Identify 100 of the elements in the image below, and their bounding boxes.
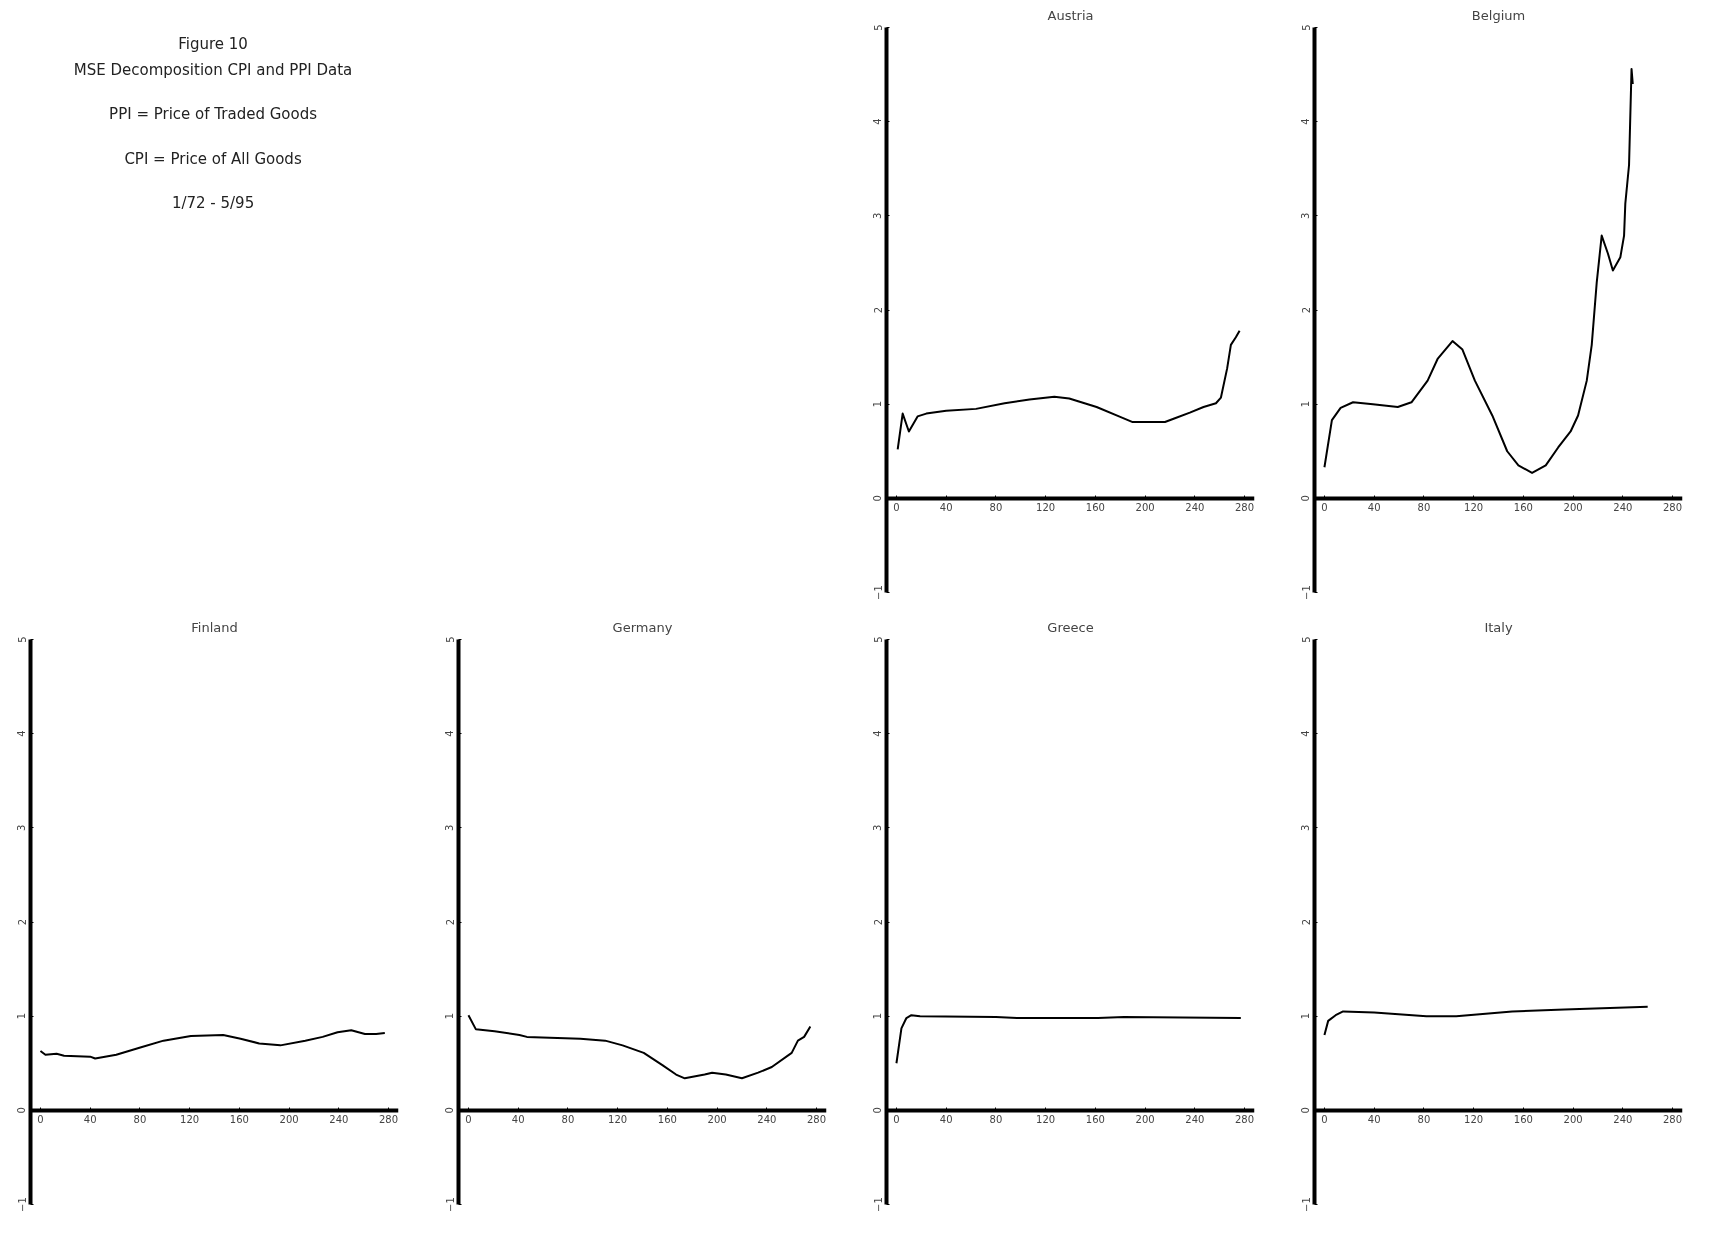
x-tick-label: 0 xyxy=(37,1114,44,1126)
y-tick-label: 5 xyxy=(16,636,28,643)
x-tick-label: 120 xyxy=(1464,502,1484,514)
x-tick-label: 120 xyxy=(608,1114,628,1126)
y-tick-label: −1 xyxy=(872,1197,884,1212)
x-tick-label: 0 xyxy=(1321,502,1328,514)
y-tick-label: 5 xyxy=(1300,24,1312,31)
x-tick-label: 40 xyxy=(511,1114,525,1126)
x-tick-label: 240 xyxy=(329,1114,349,1126)
y-tick-label: 2 xyxy=(872,306,884,314)
chart-title: Finland xyxy=(191,619,238,635)
y-tick-label: 1 xyxy=(16,1012,28,1020)
x-tick-label: 0 xyxy=(893,502,900,514)
chart-title: Germany xyxy=(612,619,673,635)
line-series xyxy=(896,329,1241,451)
x-tick-label: 40 xyxy=(1367,502,1381,514)
x-tick-label: 40 xyxy=(939,1114,953,1126)
y-tick-label: 4 xyxy=(1300,118,1312,125)
y-tick-label: −1 xyxy=(1300,585,1312,600)
x-tick-label: 120 xyxy=(1036,1114,1056,1126)
y-tick-label: 0 xyxy=(444,1107,456,1114)
y-tick-label: −1 xyxy=(16,1197,28,1212)
x-tick-label: 80 xyxy=(133,1114,147,1126)
y-tick-label: 1 xyxy=(1300,400,1312,408)
line-series xyxy=(1323,67,1634,474)
chart-title: Italy xyxy=(1484,619,1513,635)
x-tick-label: 160 xyxy=(1085,1114,1105,1126)
y-tick-label: 0 xyxy=(872,1107,884,1114)
x-tick-label: 80 xyxy=(989,502,1003,514)
line-series xyxy=(467,1014,812,1080)
x-tick-label: 40 xyxy=(939,502,953,514)
x-tick-label: 280 xyxy=(379,1114,399,1126)
line-series xyxy=(39,1029,386,1060)
text: CPI = Price of All Goods xyxy=(124,149,302,168)
y-tick-label: 5 xyxy=(872,636,884,643)
y-tick-label: 2 xyxy=(1300,306,1312,314)
y-tick-label: 4 xyxy=(872,730,884,737)
line-series xyxy=(895,1014,1242,1065)
x-tick-label: 80 xyxy=(1417,1114,1431,1126)
y-tick-label: 2 xyxy=(444,918,456,926)
x-tick-label: 280 xyxy=(807,1114,827,1126)
text: MSE Decomposition CPI and PPI Data xyxy=(73,60,353,79)
y-tick-label: 0 xyxy=(872,495,884,502)
y-tick-label: 0 xyxy=(1300,1107,1312,1114)
x-tick-label: 160 xyxy=(1513,502,1533,514)
x-tick-label: 160 xyxy=(657,1114,677,1126)
y-tick-label: −1 xyxy=(872,585,884,600)
y-tick-label: 1 xyxy=(872,1012,884,1020)
x-tick-label: 240 xyxy=(1613,502,1633,514)
chart-title: Greece xyxy=(1047,619,1094,635)
y-tick-label: −1 xyxy=(1300,1197,1312,1212)
x-tick-label: 160 xyxy=(1085,502,1105,514)
y-tick-label: 2 xyxy=(16,918,28,926)
x-tick-label: 80 xyxy=(989,1114,1003,1126)
y-tick-label: 2 xyxy=(1300,918,1312,926)
x-tick-label: 240 xyxy=(1185,1114,1205,1126)
y-tick-label: 3 xyxy=(872,212,884,220)
y-tick-label: 3 xyxy=(1300,824,1312,832)
x-tick-label: 0 xyxy=(1321,1114,1328,1126)
x-tick-label: 240 xyxy=(1613,1114,1633,1126)
x-tick-label: 280 xyxy=(1235,1114,1255,1126)
y-tick-label: 4 xyxy=(16,730,28,737)
y-tick-label: 0 xyxy=(16,1107,28,1114)
chart-title: Belgium xyxy=(1471,7,1526,23)
x-tick-label: 120 xyxy=(1464,1114,1484,1126)
x-tick-label: 200 xyxy=(707,1114,727,1126)
text: PPI = Price of Traded Goods xyxy=(109,105,318,124)
x-tick-label: 200 xyxy=(1563,1114,1583,1126)
x-tick-label: 280 xyxy=(1663,1114,1683,1126)
x-tick-label: 40 xyxy=(1367,1114,1381,1126)
x-tick-label: 200 xyxy=(1135,1114,1155,1126)
y-tick-label: 1 xyxy=(1300,1012,1312,1020)
x-tick-label: 200 xyxy=(1135,502,1155,514)
x-tick-label: 240 xyxy=(1185,502,1205,514)
x-tick-label: 280 xyxy=(1235,502,1255,514)
y-tick-label: 4 xyxy=(872,118,884,125)
y-tick-label: 5 xyxy=(872,24,884,31)
x-tick-label: 200 xyxy=(1563,502,1583,514)
line-series xyxy=(1323,1005,1649,1036)
y-tick-label: 3 xyxy=(872,824,884,832)
y-tick-label: 3 xyxy=(16,824,28,832)
x-tick-label: 160 xyxy=(1513,1114,1533,1126)
text: 1/72 - 5/95 xyxy=(171,193,255,212)
y-tick-label: 1 xyxy=(872,400,884,408)
x-tick-label: 80 xyxy=(1417,502,1431,514)
y-tick-label: 0 xyxy=(1300,495,1312,502)
x-tick-label: 280 xyxy=(1663,502,1683,514)
y-tick-label: 1 xyxy=(444,1012,456,1020)
chart-title: Austria xyxy=(1047,7,1094,23)
y-tick-label: 3 xyxy=(1300,212,1312,220)
x-tick-label: 120 xyxy=(180,1114,200,1126)
x-tick-label: 240 xyxy=(757,1114,777,1126)
y-tick-label: 5 xyxy=(1300,636,1312,643)
x-tick-label: 40 xyxy=(83,1114,97,1126)
y-tick-label: 2 xyxy=(872,918,884,926)
y-tick-label: 3 xyxy=(444,824,456,832)
x-tick-label: 0 xyxy=(465,1114,472,1126)
x-tick-label: 80 xyxy=(561,1114,575,1126)
x-tick-label: 120 xyxy=(1036,502,1056,514)
y-tick-label: 4 xyxy=(1300,730,1312,737)
